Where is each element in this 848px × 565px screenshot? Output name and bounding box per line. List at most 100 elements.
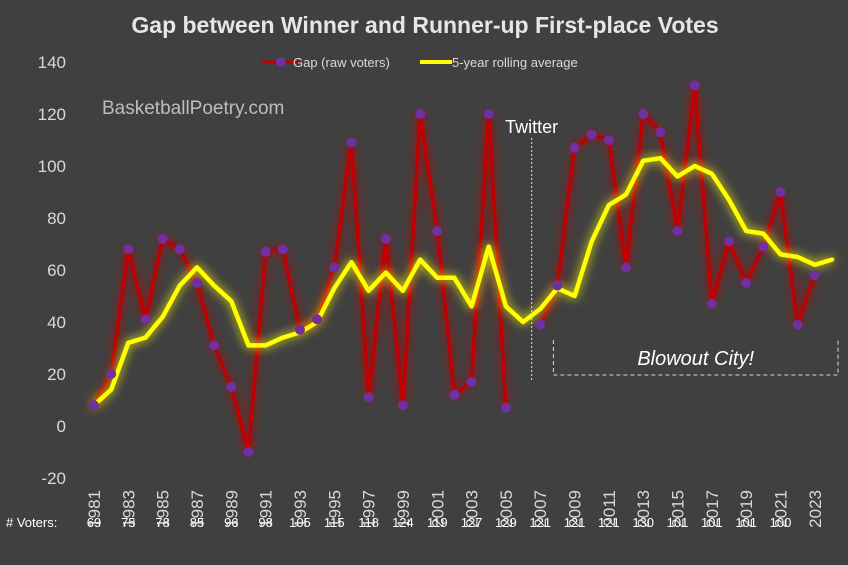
data-point	[586, 129, 597, 140]
y-tick-label: 100	[38, 157, 66, 176]
data-point	[621, 262, 632, 273]
x-tick-label: 2009	[566, 490, 585, 528]
x-tick-label: 2023	[806, 490, 825, 528]
x-tick-label: 2015	[669, 490, 688, 528]
y-tick-label: 140	[38, 53, 66, 72]
x-tick-label: 1981	[85, 490, 104, 528]
chart-title: Gap between Winner and Runner-up First-p…	[131, 12, 718, 38]
data-point	[466, 376, 477, 387]
voters-count: 96	[224, 515, 238, 530]
data-point	[140, 314, 151, 325]
legend-marker-gap	[276, 57, 286, 67]
data-point	[191, 278, 202, 288]
voters-count: 124	[392, 515, 414, 530]
x-axis: 1981 1983 1985 1987 1989 1991 1993 1995 1997 1999…	[85, 490, 825, 528]
data-point	[380, 233, 391, 244]
x-tick-label: 2001	[428, 490, 447, 528]
watermark-text: BasketballPoetry.com	[102, 98, 284, 119]
x-tick-label: 1999	[394, 490, 413, 528]
voters-count: 127	[461, 515, 483, 530]
x-tick-label: 1987	[188, 490, 207, 528]
data-point	[741, 278, 752, 288]
x-tick-label: 2005	[497, 490, 516, 528]
blowout-bracket	[552, 340, 839, 376]
gap-markers	[89, 80, 820, 457]
y-tick-label: 40	[47, 313, 66, 332]
data-point	[569, 142, 580, 153]
voters-count: 115	[324, 515, 345, 530]
series-line-avg	[91, 155, 835, 408]
x-tick-label: 1995	[325, 490, 344, 528]
x-tick-label: 2007	[531, 490, 550, 528]
x-tick-label: 2019	[737, 490, 756, 528]
data-point	[672, 226, 683, 236]
voters-count: 121	[598, 515, 620, 530]
voters-count: 121	[564, 515, 586, 530]
data-point	[809, 270, 820, 281]
data-point	[775, 187, 786, 197]
data-point	[312, 314, 323, 325]
y-tick-label: 80	[47, 209, 66, 228]
series-rolling-average	[91, 155, 835, 408]
x-tick-label: 2013	[634, 490, 653, 528]
data-point	[89, 400, 99, 411]
data-point	[294, 324, 305, 335]
data-point	[415, 109, 426, 119]
x-tick-label: 2017	[703, 490, 722, 528]
x-tick-label: 1991	[257, 490, 276, 528]
x-tick-label: 1993	[291, 490, 310, 528]
data-point	[449, 389, 460, 400]
voters-count: 75	[121, 515, 135, 530]
x-tick-label: 2003	[463, 490, 482, 528]
twitter-annotation: Twitter	[505, 117, 558, 137]
data-point	[226, 382, 237, 392]
data-point	[758, 241, 769, 252]
data-point	[123, 244, 134, 255]
y-tick-label: 60	[47, 261, 66, 280]
data-point	[157, 233, 168, 244]
legend-label-avg: 5-year rolling average	[452, 55, 578, 70]
voters-count: 101	[735, 515, 757, 530]
data-point	[638, 109, 649, 119]
data-point	[346, 137, 357, 148]
data-point	[655, 127, 666, 138]
data-point	[260, 246, 271, 257]
data-point	[724, 236, 735, 247]
data-point	[603, 135, 614, 145]
data-point	[689, 80, 700, 91]
x-tick-label: 1983	[119, 490, 138, 528]
data-point	[106, 369, 117, 379]
y-tick-label: -20	[41, 469, 66, 488]
data-point	[500, 402, 511, 413]
voters-count: 78	[155, 515, 169, 530]
legend-label-gap: Gap (raw voters)	[293, 55, 390, 70]
blowout-annotation: Blowout City!	[637, 348, 754, 370]
voters-count: 118	[358, 515, 379, 530]
voters-row: # Voters: 69 75 78 85 96 98 105 115 118 124 119 127…	[6, 515, 791, 530]
voters-count: 121	[529, 515, 551, 530]
data-point	[397, 400, 408, 411]
x-tick-label: 1985	[154, 490, 173, 528]
data-point	[243, 447, 254, 457]
x-tick-label: 2021	[772, 490, 791, 528]
data-point	[706, 298, 717, 309]
data-point	[483, 109, 494, 119]
data-point	[432, 226, 443, 236]
y-tick-label: 120	[38, 105, 66, 124]
data-point	[277, 244, 288, 255]
x-tick-label: 2011	[600, 490, 619, 527]
voters-count: 101	[667, 515, 689, 530]
y-tick-label: 20	[47, 365, 66, 384]
voters-count: 85	[190, 515, 204, 530]
data-point	[552, 280, 563, 291]
voters-count: 129	[495, 515, 517, 530]
y-axis: -20 0 20 40 60 80 100 120 140	[38, 53, 66, 488]
voters-count: 105	[289, 515, 311, 530]
legend: Gap (raw voters) 5-year rolling average	[262, 55, 578, 70]
voters-label: # Voters:	[6, 515, 57, 530]
x-tick-label: 1997	[360, 490, 379, 528]
data-point	[209, 340, 220, 351]
x-tick-label: 1989	[222, 490, 241, 528]
